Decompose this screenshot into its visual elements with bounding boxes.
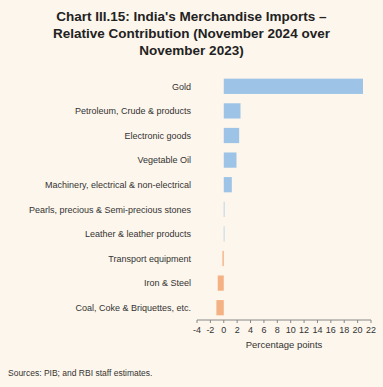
x-tick bbox=[357, 320, 358, 323]
category-label: Petroleum, Crude & products bbox=[75, 106, 192, 116]
x-tick-label: 18 bbox=[339, 325, 349, 335]
x-tick bbox=[223, 320, 224, 323]
bar bbox=[223, 202, 225, 217]
bar bbox=[223, 226, 225, 241]
category-label: Coal, Coke & Briquettes, etc. bbox=[75, 303, 191, 313]
x-tick-label: 20 bbox=[353, 325, 363, 335]
bar bbox=[218, 275, 224, 290]
x-tick-label: 16 bbox=[326, 325, 336, 335]
category-label: Vegetable Oil bbox=[137, 155, 191, 165]
x-tick-label: 22 bbox=[366, 325, 376, 335]
category-label: Machinery, electrical & non-electrical bbox=[45, 180, 191, 190]
x-tick-label: 14 bbox=[312, 325, 322, 335]
x-tick bbox=[263, 320, 264, 323]
bar bbox=[224, 177, 232, 192]
x-tick-label: 8 bbox=[275, 325, 280, 335]
source: Sources: PIB; and RBI staff estimates. bbox=[8, 368, 152, 378]
title: Chart III.15: India's Merchandise Import… bbox=[30, 8, 353, 59]
x-axis-label: Percentage points bbox=[246, 339, 323, 350]
x-tick-label: -4 bbox=[193, 325, 201, 335]
x-tick bbox=[330, 320, 331, 323]
x-tick bbox=[344, 320, 345, 323]
bar bbox=[224, 128, 239, 143]
x-tick-label: -2 bbox=[206, 325, 214, 335]
x-tick bbox=[371, 320, 372, 323]
chart: Gold Petroleum, Crude & products Electroni… bbox=[0, 0, 383, 387]
bar bbox=[224, 79, 363, 94]
x-tick-label: 6 bbox=[261, 325, 266, 335]
x-tick bbox=[237, 320, 238, 323]
x-tick bbox=[317, 320, 318, 323]
x-tick-label: 10 bbox=[286, 325, 296, 335]
x-tick bbox=[210, 320, 211, 323]
bar bbox=[222, 251, 223, 266]
x-tick-label: 2 bbox=[235, 325, 240, 335]
x-tick-label: 12 bbox=[299, 325, 309, 335]
bar bbox=[224, 103, 241, 118]
category-label: Pearls, precious & Semi-precious stones bbox=[29, 205, 192, 215]
x-tick bbox=[290, 320, 291, 323]
category-label: Transport equipment bbox=[108, 254, 191, 264]
x-tick bbox=[250, 320, 251, 323]
x-tick-label: 4 bbox=[248, 325, 253, 335]
bars bbox=[216, 79, 363, 316]
x-tick bbox=[197, 320, 198, 323]
x-tick bbox=[304, 320, 305, 323]
category-label: Leather & leather products bbox=[85, 229, 192, 239]
category-label: Gold bbox=[172, 82, 191, 92]
bar bbox=[216, 300, 223, 315]
category-label: Electronic goods bbox=[124, 131, 191, 141]
x-tick-label: 0 bbox=[221, 325, 226, 335]
bar bbox=[224, 152, 237, 167]
category-label: Iron & Steel bbox=[144, 278, 191, 288]
x-tick bbox=[277, 320, 278, 323]
x-axis bbox=[197, 320, 371, 321]
